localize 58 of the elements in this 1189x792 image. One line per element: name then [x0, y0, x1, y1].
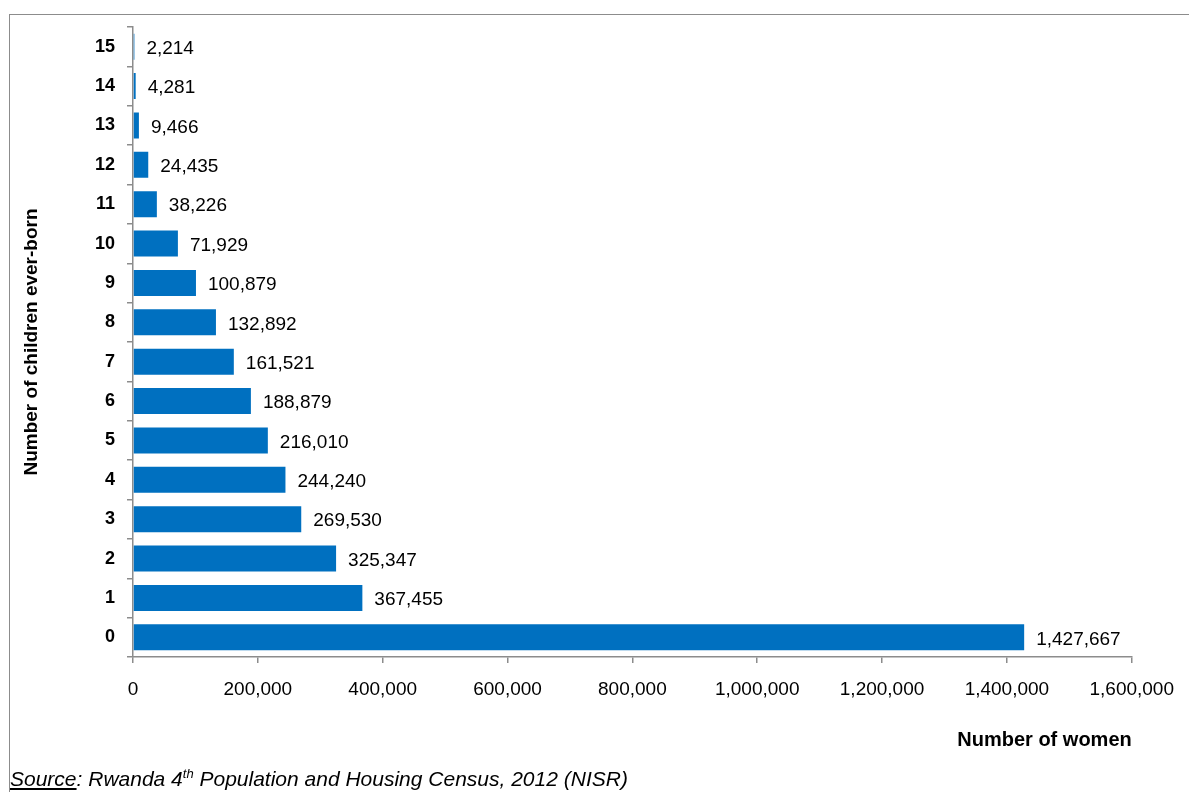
bar — [133, 151, 149, 178]
bar — [133, 348, 234, 375]
bar — [133, 388, 251, 415]
y-tick-label: 6 — [104, 390, 115, 411]
y-tick-label: 14 — [94, 75, 115, 96]
y-tick-label: 15 — [94, 35, 115, 56]
x-tick-label: 400,000 — [348, 677, 418, 699]
data-label: 269,530 — [313, 509, 382, 531]
data-label: 325,347 — [348, 548, 417, 570]
data-label: 1,427,667 — [1036, 627, 1121, 649]
y-tick-label: 9 — [104, 271, 115, 292]
y-tick-label: 0 — [104, 626, 115, 647]
bar — [133, 584, 363, 611]
x-tick-label: 1,200,000 — [839, 677, 925, 699]
x-tick-label: 1,600,000 — [1089, 677, 1174, 699]
data-label: 100,879 — [207, 273, 277, 295]
data-label: 24,435 — [160, 155, 219, 177]
bar — [133, 427, 268, 454]
bar — [133, 309, 216, 336]
bar — [133, 466, 286, 493]
source-note: Source: Rwanda 4$^{th}$ Population and Housing Census, 2012 (NISR) — [10, 765, 628, 792]
y-tick-label: 8 — [104, 311, 115, 332]
bar — [133, 191, 157, 218]
data-label: 216,010 — [279, 430, 349, 452]
data-label: 71,929 — [189, 233, 249, 255]
x-tick-label: 200,000 — [223, 677, 293, 699]
y-tick-label: 1 — [104, 586, 115, 607]
data-label: 188,879 — [262, 391, 332, 413]
data-label: 2,214 — [146, 36, 195, 58]
bar — [133, 269, 196, 296]
bar — [133, 545, 337, 572]
y-tick-label: 4 — [104, 468, 115, 489]
bar — [133, 624, 1025, 651]
x-tick-label: 800,000 — [598, 677, 667, 699]
y-tick-label: 7 — [104, 350, 115, 371]
x-tick-label: 1,400,000 — [964, 677, 1050, 699]
y-tick-label: 11 — [95, 193, 115, 214]
x-tick-label: 0 — [127, 677, 139, 699]
bar — [133, 112, 139, 139]
y-tick-label: 5 — [104, 429, 115, 450]
y-tick-label: 3 — [104, 508, 115, 529]
bar — [133, 230, 178, 257]
x-tick-label: 1,000,000 — [714, 677, 800, 699]
y-tick-label: 12 — [94, 153, 115, 174]
data-label: 132,892 — [227, 312, 297, 334]
data-label: 9,466 — [150, 115, 199, 137]
data-label: 244,240 — [297, 470, 367, 492]
x-tick-label: 600,000 — [473, 677, 542, 699]
y-axis-title: Number of children ever-born — [19, 208, 41, 476]
data-label: 4,281 — [147, 76, 196, 98]
bar — [133, 506, 302, 533]
y-tick-label: 2 — [104, 547, 115, 568]
data-label: 367,455 — [374, 588, 444, 610]
data-label: 38,226 — [168, 194, 227, 216]
data-label: 161,521 — [245, 351, 315, 373]
y-tick-label: 10 — [94, 232, 115, 253]
x-axis-title: Number of women — [957, 727, 1132, 750]
y-tick-label: 13 — [94, 114, 115, 135]
